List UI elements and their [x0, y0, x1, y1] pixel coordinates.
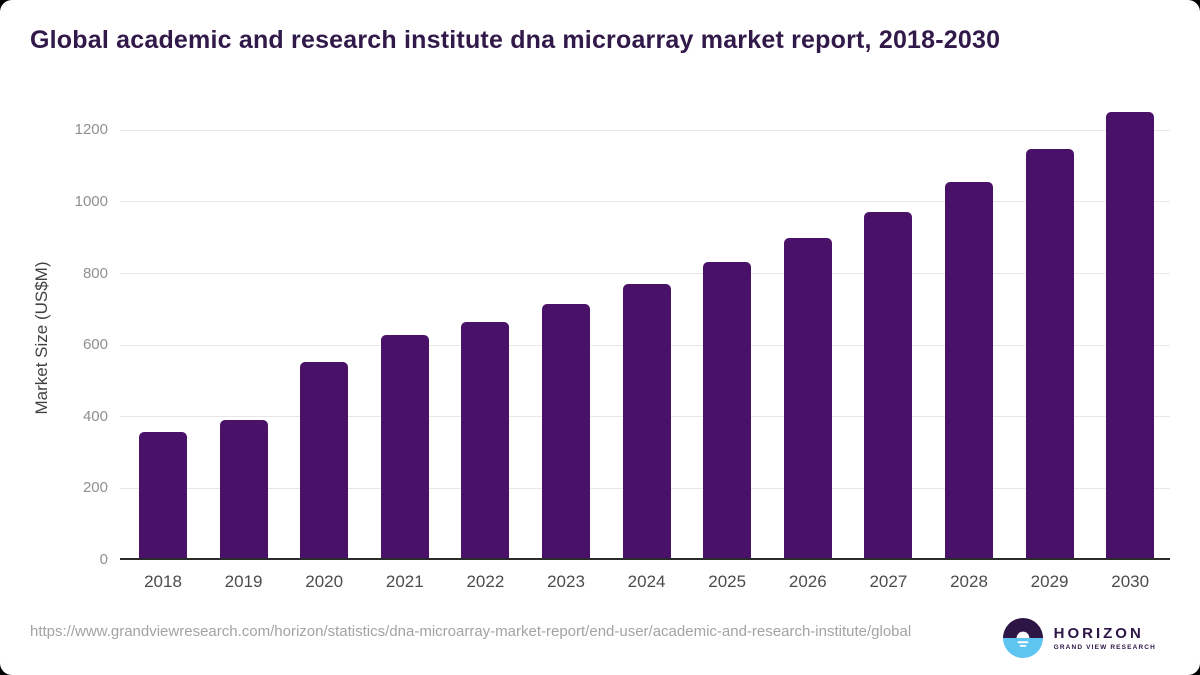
bar-2018[interactable] [139, 431, 187, 560]
x-tick-label-2030: 2030 [1111, 572, 1150, 591]
x-tick-label-2022: 2022 [466, 572, 505, 591]
source-url: https://www.grandviewresearch.com/horizo… [30, 623, 912, 640]
bar-2027[interactable] [864, 211, 913, 560]
x-tick-label-2025: 2025 [708, 572, 747, 591]
bar-2022[interactable] [461, 321, 510, 560]
x-tick-label-2021: 2021 [385, 572, 424, 591]
x-tick-label-2019: 2019 [224, 572, 263, 591]
x-tick-label-2026: 2026 [788, 572, 827, 591]
bar-2024[interactable] [622, 284, 671, 560]
logo-wordmark: HORIZON GRAND VIEW RESEARCH [1053, 624, 1156, 651]
bar-2026[interactable] [783, 238, 832, 560]
bar-2020[interactable] [300, 361, 349, 560]
bar-2028[interactable] [945, 181, 993, 560]
logo-subtitle-text: GRAND VIEW RESEARCH [1053, 643, 1156, 651]
x-tick-label-2029: 2029 [1030, 572, 1069, 591]
y-tick-label-800: 800 [82, 264, 108, 282]
brand-logo: HORIZON GRAND VIEW RESEARCH [1002, 616, 1156, 660]
gridline-1200 [120, 129, 1170, 131]
bar-2023[interactable] [542, 303, 590, 560]
x-tick-label-2028: 2028 [950, 572, 988, 591]
y-tick-label-0: 0 [99, 551, 108, 568]
gridline-1000 [120, 201, 1170, 203]
bar-chart: 0 200 400 600 800 1000 1200 2018 2019 2020 2021 202… [75, 100, 1170, 591]
bar-2025[interactable] [703, 262, 752, 560]
page-title: Global academic and research institute d… [30, 26, 1001, 54]
y-tick-label-1200: 1200 [74, 121, 108, 139]
x-tick-label-2027: 2027 [869, 572, 908, 591]
x-axis-line [120, 558, 1170, 560]
x-tick-label-2018: 2018 [144, 572, 182, 591]
y-tick-label-400: 400 [82, 407, 108, 425]
x-tick-label-2023: 2023 [547, 572, 585, 591]
y-tick-label-600: 600 [82, 336, 108, 354]
gridline-800 [120, 273, 1170, 275]
bar-2030[interactable] [1106, 111, 1155, 560]
horizon-logo-icon [1002, 618, 1043, 658]
bar-2019[interactable] [219, 420, 268, 560]
x-tick-label-2024: 2024 [627, 572, 666, 591]
logo-brand-text: HORIZON [1053, 624, 1144, 642]
y-tick-label-1000: 1000 [74, 192, 108, 210]
y-tick-label-200: 200 [82, 479, 108, 497]
bar-2029[interactable] [1025, 148, 1074, 560]
x-tick-label-2020: 2020 [305, 572, 344, 591]
bar-2021[interactable] [380, 335, 429, 560]
